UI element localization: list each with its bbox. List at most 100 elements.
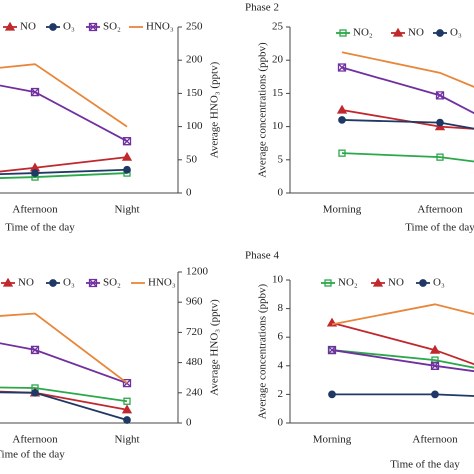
marker (336, 104, 348, 114)
legend-marker (49, 279, 57, 287)
marker (30, 87, 40, 97)
legend-marker (2, 277, 14, 287)
marker (431, 356, 439, 364)
y2-tick-label: 240 (186, 386, 203, 398)
legend-marker (324, 279, 332, 287)
y2-tick-label: 200 (186, 54, 203, 66)
y-axis-label: Average concentrations (ppbv) (257, 42, 269, 178)
y2-tick-label: 960 (186, 296, 203, 308)
chart-title: Phase 4 (245, 250, 279, 262)
marker (123, 165, 131, 174)
series-line (341, 51, 474, 88)
marker (436, 153, 444, 161)
y-axis-label: Average concentrations (ppbv) (257, 283, 269, 419)
y2-tick-label: 0 (186, 417, 192, 429)
y2-tick-label: 100 (186, 120, 203, 132)
y-tick-label: 8 (278, 302, 284, 314)
marker (429, 344, 441, 354)
x-tick-label: Morning (313, 434, 352, 446)
legend-label: O₃ (450, 27, 462, 39)
y-tick-label: 4 (278, 359, 284, 371)
marker (327, 345, 337, 355)
y-tick-label: 20 (272, 54, 284, 66)
series-line (331, 322, 474, 366)
y2-tick-label: 250 (186, 21, 203, 33)
series-line (0, 84, 128, 143)
legend-marker (392, 27, 404, 37)
marker (430, 361, 440, 370)
y-tick-label: 10 (272, 274, 284, 286)
series-line (0, 312, 128, 384)
x-axis-label: Time of the day (0, 449, 65, 461)
y2-axis-label: Average HNO₃ (pptv) (209, 299, 221, 396)
legend-marker (88, 22, 98, 32)
series-line (332, 393, 474, 397)
series-line (341, 119, 474, 130)
marker (431, 390, 439, 399)
marker (338, 116, 346, 124)
legend-label: SO₂ (103, 21, 121, 33)
series-line (331, 303, 474, 326)
y2-tick-label: 150 (186, 87, 203, 99)
legend-label: O₃ (63, 277, 75, 289)
x-tick-label: Afternoon (412, 434, 458, 446)
marker (121, 404, 133, 414)
marker (31, 388, 39, 397)
legend-label: NO (20, 21, 36, 33)
y2-tick-label: 720 (186, 326, 203, 338)
legend-label: HNO₃ (148, 277, 176, 289)
marker (31, 169, 39, 177)
legend-marker (436, 29, 444, 37)
legend-marker (372, 277, 384, 287)
x-axis-label: Time of the day (5, 222, 75, 234)
y-tick-label: 0 (278, 417, 284, 429)
series-line (0, 386, 128, 403)
marker (328, 390, 336, 399)
series-line (0, 63, 128, 128)
series-line (331, 349, 474, 373)
legend-label: NO (18, 277, 34, 289)
y2-tick-label: 0 (186, 187, 192, 199)
series-line (341, 152, 474, 163)
y-tick-label: 10 (272, 120, 284, 132)
legend-label: NO (408, 27, 424, 39)
legend-marker (4, 21, 16, 31)
y-tick-label: 2 (278, 388, 284, 400)
legend-label: NO (388, 277, 404, 289)
legend-label: O₃ (433, 277, 445, 289)
marker (122, 137, 132, 146)
legend-label: HNO₃ (146, 21, 174, 33)
x-tick-label: Afternoon (12, 204, 58, 216)
x-tick-label: Night (114, 434, 139, 446)
legend-marker (49, 23, 57, 31)
x-axis-label: Time of the day (390, 459, 460, 471)
series-line (0, 342, 128, 384)
x-tick-label: Night (114, 204, 139, 216)
y-tick-label: 5 (278, 153, 284, 165)
marker (338, 149, 346, 157)
x-axis-label: Time of the day (405, 222, 474, 234)
marker (435, 91, 445, 100)
marker (436, 118, 444, 127)
x-tick-label: Morning (323, 204, 362, 216)
legend-label: NO₂ (338, 277, 358, 289)
marker (337, 63, 347, 72)
series-line (331, 349, 474, 369)
marker (123, 416, 131, 424)
y2-tick-label: 1200 (186, 266, 209, 278)
y-tick-label: 25 (272, 21, 284, 33)
legend-label: NO₂ (353, 27, 373, 39)
chart-title: Phase 2 (245, 2, 279, 14)
marker (121, 151, 133, 161)
series-line (0, 168, 128, 175)
y2-tick-label: 50 (186, 153, 198, 165)
x-tick-label: Afternoon (12, 434, 58, 446)
marker (326, 317, 338, 327)
y2-axis-label: Average HNO₃ (pptv) (209, 61, 221, 158)
marker (123, 397, 131, 405)
y2-tick-label: 480 (186, 356, 203, 368)
series-line (0, 172, 128, 179)
y-tick-label: 15 (272, 87, 284, 99)
legend-label: SO₂ (103, 277, 121, 289)
